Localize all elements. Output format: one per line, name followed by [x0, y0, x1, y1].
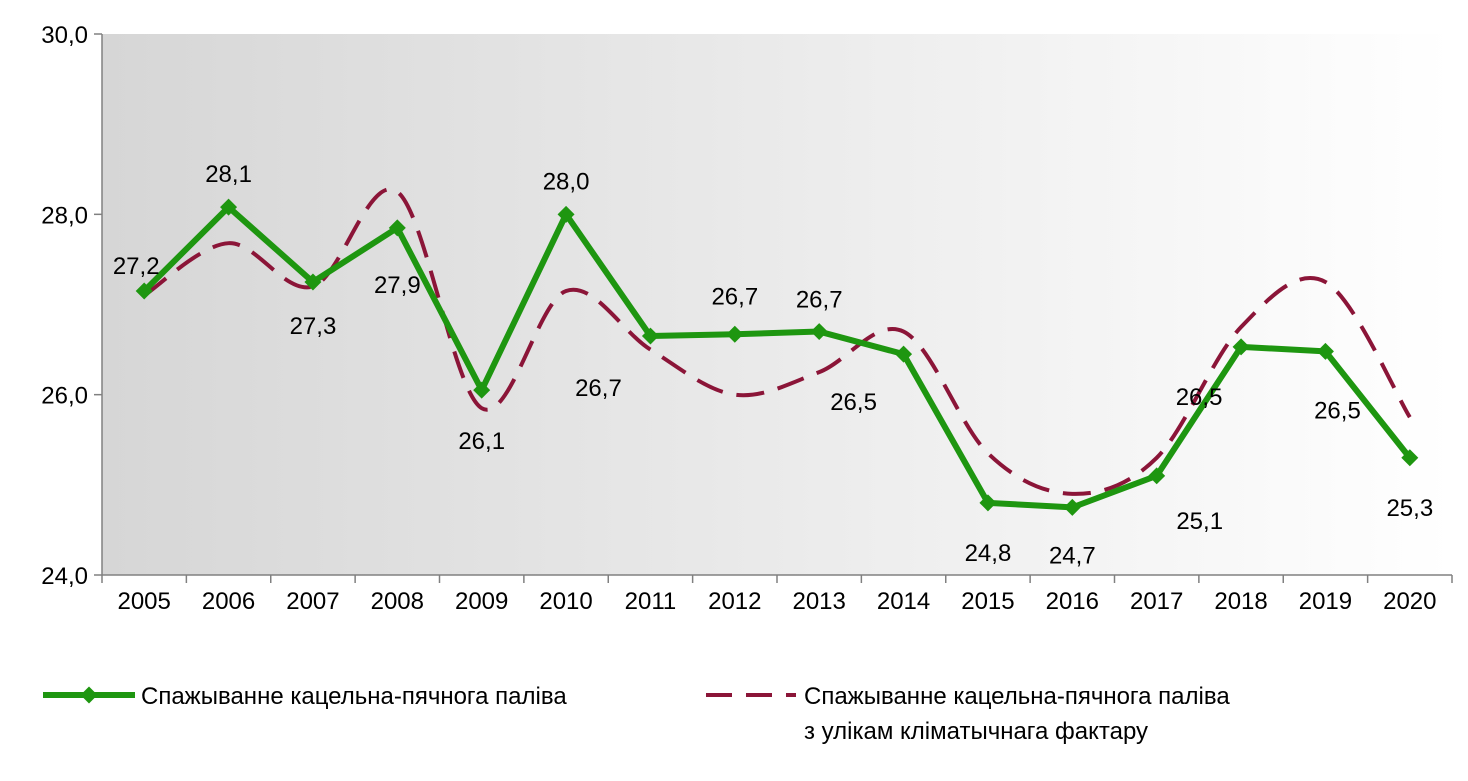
series-line-climate-adjusted [143, 187, 1412, 496]
data-label: 26,7 [711, 283, 758, 310]
data-label: 26,5 [830, 389, 877, 416]
legend-label-series-2-line2: з улікам кліматычнага фактару [804, 718, 1148, 745]
y-tick-label: 26,0 [41, 383, 88, 410]
data-point [388, 219, 406, 237]
x-tick-label: 2017 [1130, 588, 1183, 615]
data-point [895, 345, 913, 363]
data-label: 28,0 [543, 168, 590, 195]
data-label: 26,7 [575, 375, 622, 402]
data-label: 24,7 [1049, 542, 1096, 569]
x-tick-label: 2008 [371, 588, 424, 615]
data-point [304, 273, 322, 291]
y-tick-label: 24,0 [41, 563, 88, 590]
x-tick-label: 2014 [877, 588, 930, 615]
x-tick-label: 2015 [961, 588, 1014, 615]
x-tick-label: 2005 [117, 588, 170, 615]
data-label: 27,3 [290, 313, 337, 340]
plot-background [102, 34, 1452, 575]
data-label: 25,1 [1176, 508, 1223, 535]
x-tick-label: 2009 [455, 588, 508, 615]
data-point [220, 198, 238, 216]
x-tick-label: 2007 [286, 588, 339, 615]
x-tick-label: 2006 [202, 588, 255, 615]
data-label: 28,1 [205, 161, 252, 188]
data-point [726, 325, 744, 343]
data-label: 27,2 [113, 253, 160, 280]
x-tick-label: 2010 [539, 588, 592, 615]
data-point [473, 381, 491, 399]
legend: Спажыванне кацельна-пячнога паліва Спажы… [43, 683, 1230, 745]
x-tick-label: 2013 [792, 588, 845, 615]
y-tick-label: 28,0 [41, 202, 88, 229]
x-tick-label: 2011 [625, 588, 677, 615]
data-point [810, 323, 828, 341]
y-tick-label: 30,0 [41, 22, 88, 49]
legend-label-series-1: Спажыванне кацельна-пячнога паліва [141, 683, 567, 710]
data-label: 26,5 [1314, 397, 1361, 424]
data-label: 27,9 [374, 272, 421, 299]
data-label: 26,5 [1176, 384, 1223, 411]
legend-label-series-2: Спажыванне кацельна-пячнога паліва [804, 683, 1230, 710]
x-tick-label: 2018 [1214, 588, 1267, 615]
x-tick-label: 2012 [708, 588, 761, 615]
data-label: 26,1 [458, 428, 505, 455]
data-label: 25,3 [1386, 495, 1433, 522]
y-axis-ticks: 24,0 26,0 28,0 30,0 [41, 22, 102, 590]
x-axis-ticks: 2005 2006 2007 2008 2009 2010 2011 2012 2013 2014… [101, 575, 1453, 615]
legend-marker-series-1 [80, 686, 98, 704]
data-labels: 27,2 28,1 27,3 27,9 26,1 28,0 26,7 26,7 26,7 26,5… [113, 161, 1433, 569]
data-point [135, 282, 153, 300]
x-tick-label: 2016 [1046, 588, 1099, 615]
data-label: 26,7 [796, 287, 843, 314]
data-point [557, 205, 575, 223]
x-tick-label: 2020 [1383, 588, 1436, 615]
series-line-consumption [142, 204, 1413, 511]
data-label: 24,8 [965, 540, 1012, 567]
data-point [979, 494, 997, 512]
x-tick-label: 2019 [1299, 588, 1352, 615]
data-point [641, 327, 659, 345]
